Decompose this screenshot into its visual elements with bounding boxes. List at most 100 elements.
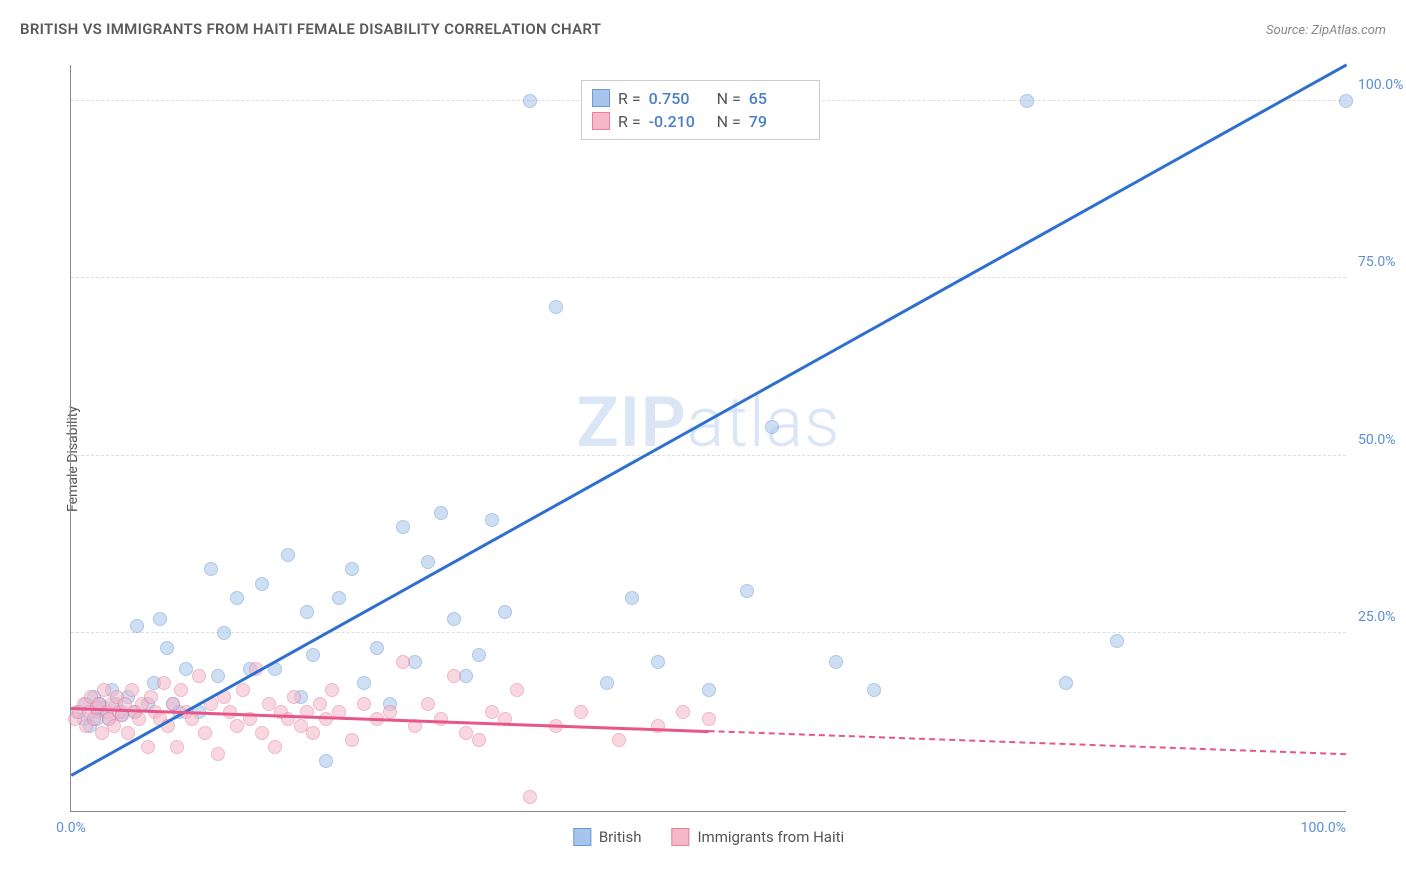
n-value: 65: [749, 89, 809, 108]
data-point-british: [421, 555, 435, 569]
gridline: [71, 632, 1346, 633]
legend-swatch-british: [592, 89, 610, 107]
header: BRITISH VS IMMIGRANTS FROM HAITI FEMALE …: [20, 20, 1386, 38]
data-point-british: [485, 513, 499, 527]
data-point-british: [130, 619, 144, 633]
data-point-british: [306, 648, 320, 662]
data-point-haiti: [268, 740, 282, 754]
data-point-british: [1110, 634, 1124, 648]
data-point-british: [472, 648, 486, 662]
chart-title: BRITISH VS IMMIGRANTS FROM HAITI FEMALE …: [20, 20, 601, 38]
data-point-british: [281, 548, 295, 562]
data-point-haiti: [523, 790, 537, 804]
data-point-british: [396, 520, 410, 534]
data-point-haiti: [396, 655, 410, 669]
data-point-haiti: [95, 726, 109, 740]
data-point-british: [523, 94, 537, 108]
data-point-british: [447, 612, 461, 626]
legend-item-haiti: Immigrants from Haiti: [671, 828, 844, 846]
data-point-haiti: [510, 683, 524, 697]
data-point-british: [1020, 94, 1034, 108]
r-value: 0.750: [649, 89, 709, 108]
data-point-british: [600, 676, 614, 690]
y-tick-label: 100.0%: [1358, 77, 1406, 93]
data-point-haiti: [612, 733, 626, 747]
data-point-haiti: [357, 697, 371, 711]
data-point-british: [357, 676, 371, 690]
gridline: [71, 277, 1346, 278]
data-point-haiti: [255, 726, 269, 740]
legend-swatch-haiti: [592, 112, 610, 130]
data-point-british: [459, 669, 473, 683]
data-point-british: [160, 641, 174, 655]
n-label: N =: [717, 89, 741, 108]
data-point-british: [370, 641, 384, 655]
data-point-haiti: [447, 669, 461, 683]
legend-row-haiti: R =-0.210N =79: [592, 110, 809, 133]
data-point-haiti: [223, 705, 237, 719]
data-point-british: [829, 655, 843, 669]
data-point-british: [765, 420, 779, 434]
legend-row-british: R = 0.750 N = 65: [592, 87, 809, 110]
legend-item-british: British: [573, 828, 642, 846]
data-point-british: [702, 683, 716, 697]
data-point-british: [217, 626, 231, 640]
n-label: N =: [717, 112, 741, 131]
data-point-haiti: [574, 705, 588, 719]
data-point-haiti: [230, 719, 244, 733]
data-point-british: [549, 300, 563, 314]
n-value: 79: [749, 112, 809, 131]
legend-label: Immigrants from Haiti: [697, 828, 844, 846]
data-point-british: [255, 577, 269, 591]
correlation-legend: R =0.750N =65R =-0.210N =79: [581, 80, 820, 140]
data-point-british: [300, 605, 314, 619]
source-attribution: Source: ZipAtlas.com: [1266, 23, 1386, 38]
data-point-haiti: [434, 712, 448, 726]
data-point-haiti: [325, 683, 339, 697]
data-point-british: [434, 506, 448, 520]
x-tick-label: 100.0%: [1301, 820, 1346, 836]
data-point-british: [740, 584, 754, 598]
data-point-haiti: [198, 726, 212, 740]
x-tick-label: 0.0%: [56, 820, 86, 836]
data-point-british: [625, 591, 639, 605]
data-point-haiti: [287, 690, 301, 704]
data-point-british: [1339, 94, 1353, 108]
gridline: [71, 455, 1346, 456]
data-point-british: [1059, 676, 1073, 690]
data-point-british: [498, 605, 512, 619]
data-point-haiti: [141, 740, 155, 754]
trend-line-british: [71, 65, 1346, 775]
data-point-haiti: [421, 697, 435, 711]
data-point-haiti: [345, 733, 359, 747]
data-point-haiti: [702, 712, 716, 726]
data-point-british: [651, 655, 665, 669]
chart-container: Female Disability ZIPatlas 25.0%50.0%75.…: [30, 55, 1386, 862]
y-tick-label: 75.0%: [1358, 254, 1406, 270]
data-point-haiti: [306, 726, 320, 740]
data-point-british: [319, 754, 333, 768]
data-point-haiti: [170, 740, 184, 754]
legend-label: British: [599, 828, 642, 846]
data-point-haiti: [313, 697, 327, 711]
watermark: ZIPatlas: [576, 382, 840, 464]
data-point-british: [867, 683, 881, 697]
data-point-haiti: [236, 683, 250, 697]
data-point-british: [345, 562, 359, 576]
plot-area: ZIPatlas 25.0%50.0%75.0%100.0%0.0%100.0%…: [70, 65, 1346, 812]
data-point-haiti: [676, 705, 690, 719]
r-label: R =: [618, 112, 641, 131]
data-point-british: [332, 591, 346, 605]
data-point-british: [408, 655, 422, 669]
legend-swatch-haiti: [671, 828, 689, 846]
data-point-british: [204, 562, 218, 576]
data-point-haiti: [472, 733, 486, 747]
y-tick-label: 25.0%: [1358, 609, 1406, 625]
data-point-british: [211, 669, 225, 683]
r-label: R =: [618, 89, 641, 108]
data-point-haiti: [125, 683, 139, 697]
legend-swatch-british: [573, 828, 591, 846]
data-point-haiti: [174, 683, 188, 697]
data-point-british: [230, 591, 244, 605]
data-point-haiti: [383, 705, 397, 719]
